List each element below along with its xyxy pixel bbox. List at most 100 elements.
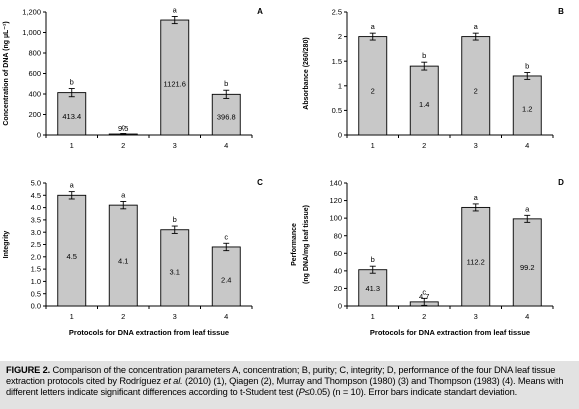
caption-text-1: Comparison of the concentration paramete… — [6, 365, 556, 386]
significance-letter: b — [371, 255, 375, 264]
data-label: 2 — [474, 87, 478, 96]
bar — [108, 204, 138, 307]
x-tick-label: 3 — [474, 312, 478, 321]
y-tick-label: 1.0 — [31, 277, 41, 286]
bar — [512, 75, 542, 136]
y-tick-label: 2.0 — [31, 252, 41, 261]
y-tick-label: 3.5 — [31, 216, 41, 225]
significance-letter: a — [474, 22, 479, 31]
y-tick-label: 400 — [28, 90, 41, 99]
y-tick-label: 2 — [338, 32, 342, 41]
y-tick-label: 1 — [338, 81, 342, 90]
significance-letter: a — [70, 181, 75, 190]
figure-panels: 02004006008001,0001,200b413.41c9.52a1121… — [3, 5, 564, 337]
data-label: 9.5 — [118, 124, 128, 133]
data-label: 99.2 — [520, 263, 535, 272]
y-axis-label-line-2: (ng DNA/mg leaf tissue) — [303, 205, 310, 284]
caption-figure-label: FIGURE 2. — [6, 365, 51, 375]
data-label: 4.1 — [118, 257, 128, 266]
y-axis-label: Absorbance (260/280) — [303, 37, 310, 109]
y-tick-label: 200 — [28, 110, 41, 119]
bar — [211, 93, 241, 136]
significance-letter: a — [474, 193, 479, 202]
significance-letter: a — [371, 22, 376, 31]
significance-letter: b — [525, 62, 529, 71]
bar — [409, 65, 439, 136]
caption-et-al: et al. — [163, 376, 183, 386]
x-tick-label: 2 — [422, 141, 426, 150]
data-label: 2 — [371, 87, 375, 96]
data-label: 4.5 — [67, 252, 77, 261]
y-tick-label: 60 — [334, 249, 342, 258]
y-tick-label: 600 — [28, 69, 41, 78]
x-tick-label: 4 — [525, 312, 529, 321]
data-label: 3.1 — [170, 268, 180, 277]
y-tick-label: 5.0 — [31, 179, 41, 188]
y-tick-label: 0.5 — [31, 289, 41, 298]
bar — [57, 194, 87, 307]
significance-letter: c — [224, 232, 228, 241]
y-tick-label: 0.5 — [332, 106, 342, 115]
data-label: 1.2 — [522, 104, 532, 113]
significance-letter: b — [173, 215, 177, 224]
y-tick-label: 40 — [334, 266, 342, 275]
data-label: 4.7 — [419, 292, 429, 301]
data-label: 396.8 — [217, 113, 236, 122]
bar — [160, 19, 190, 136]
bar — [461, 206, 491, 307]
x-tick-label: 1 — [70, 141, 74, 150]
y-tick-label: 80 — [334, 231, 342, 240]
figure-caption: FIGURE 2. Comparison of the concentratio… — [0, 361, 579, 409]
x-tick-label: 2 — [121, 312, 125, 321]
y-tick-label: 20 — [334, 284, 342, 293]
data-label: 1121.6 — [164, 79, 186, 88]
x-tick-label: 2 — [422, 312, 426, 321]
y-tick-label: 1,200 — [22, 8, 41, 17]
x-tick-label: 3 — [173, 141, 177, 150]
bar — [211, 246, 241, 307]
y-tick-label: 120 — [329, 196, 342, 205]
significance-letter: b — [422, 51, 426, 60]
panel-letter: C — [257, 178, 263, 187]
data-label: 41.3 — [365, 284, 380, 293]
bar — [358, 36, 388, 136]
chart-panel-b: 0 0.5 1 1.5 2 2.5 a 2 1 b 1.4 2 a 2 3 b 1.2 4 B Absorbance … — [303, 7, 564, 150]
y-tick-label: 2.5 — [31, 240, 41, 249]
y-tick-label: 0 — [37, 131, 41, 140]
x-tick-label: 1 — [70, 312, 74, 321]
y-tick-label: 140 — [329, 179, 342, 188]
x-tick-label: 3 — [173, 312, 177, 321]
panel-letter: B — [558, 7, 564, 16]
bar — [358, 269, 388, 307]
x-tick-label: 1 — [371, 312, 375, 321]
y-tick-label: 1.5 — [31, 265, 41, 274]
y-tick-label: 0.0 — [31, 302, 41, 311]
y-axis-label: Integrity — [3, 231, 10, 259]
x-tick-label: 1 — [371, 141, 375, 150]
y-tick-label: 4.5 — [31, 191, 41, 200]
significance-letter: a — [121, 190, 126, 199]
x-tick-label: 4 — [224, 312, 228, 321]
caption-text-3: ≤0.05) (n = 10). Error bars indicate sta… — [304, 387, 518, 397]
chart-panel-c: 0.0 0.5 1.0 1.5 2.0 2.5 3.0 3.5 4.0 4.5 5.0 a 4.5 1 a 4… — [3, 178, 263, 337]
y-tick-label: 800 — [28, 49, 41, 58]
y-tick-label: 1.5 — [332, 57, 342, 66]
significance-letter: b — [70, 78, 74, 87]
significance-letter: a — [525, 204, 530, 213]
significance-letter: c — [121, 123, 125, 132]
panel-letter: D — [558, 178, 564, 187]
x-tick-label: 4 — [224, 141, 228, 150]
bar — [57, 92, 87, 136]
panel-letter: A — [257, 7, 263, 16]
y-tick-label: 1,000 — [22, 28, 41, 37]
chart-panel-a: 0 200 400 600 800 1,000 1,200 b 413.4 1 c9.5 2 a 1121… — [3, 5, 263, 150]
significance-letter: a — [173, 5, 178, 14]
data-label: 413.4 — [62, 112, 81, 121]
significance-letter: b — [224, 79, 228, 88]
y-axis-label: Performance — [291, 223, 298, 266]
significance-letter: c — [422, 287, 426, 296]
bar — [512, 218, 542, 307]
y-tick-label: 0 — [338, 302, 342, 311]
caption-p-symbol: P — [298, 387, 305, 397]
data-label: 1.4 — [419, 100, 429, 109]
